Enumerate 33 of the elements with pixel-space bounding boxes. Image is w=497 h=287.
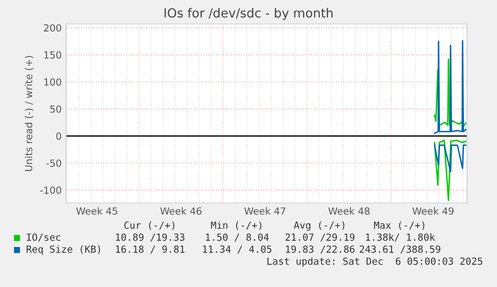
line-series (434, 58, 467, 127)
y-axis-title: Units read (-) / write (+) (24, 56, 34, 172)
text: 19.83 /22.86 (286, 245, 354, 254)
text: 21.07 /29.19 (286, 233, 354, 242)
text: Min (-/+) (211, 221, 262, 230)
line-series (434, 40, 467, 134)
x-tick-label: Week 49 (412, 207, 454, 215)
x-tick-label: Week 46 (160, 207, 202, 215)
y-tick-label: 100 (44, 78, 62, 86)
y-tick-label: 150 (44, 51, 62, 59)
text: 11.34 / 4.05 (203, 245, 272, 254)
text: 243.61 /388.59 (360, 245, 440, 254)
y-tick-label: 200 (44, 24, 62, 32)
text: Cur (-/+) (124, 221, 174, 230)
legend-label: Req Size (KB) (26, 245, 100, 255)
text: Avg (-/+) (294, 221, 344, 231)
text: Max (-/+) (374, 221, 424, 230)
y-tick-label: 50 (50, 105, 62, 113)
x-tick-label: Week 48 (328, 207, 370, 215)
x-tick-label: Week 47 (244, 207, 286, 215)
line-series (434, 144, 467, 172)
line-series (434, 140, 467, 201)
x-tick-label: Week 45 (76, 207, 118, 215)
text: 1.38k/ 1.80k (366, 233, 435, 242)
text: 10.89 /19.33 (116, 233, 184, 242)
text: 16.18 / 9.81 (116, 245, 184, 254)
y-tick-label: 0 (56, 132, 62, 140)
chart-title: IOs for /dev/sdc - by month (164, 8, 333, 20)
y-tick-label: -50 (46, 159, 62, 167)
text: 1.50 / 8.04 (206, 233, 269, 242)
text: Last update: Sat Dec 6 05:00:03 2025 (267, 257, 482, 267)
legend-label: IO/sec (26, 233, 60, 242)
y-tick-label: -100 (40, 186, 62, 194)
